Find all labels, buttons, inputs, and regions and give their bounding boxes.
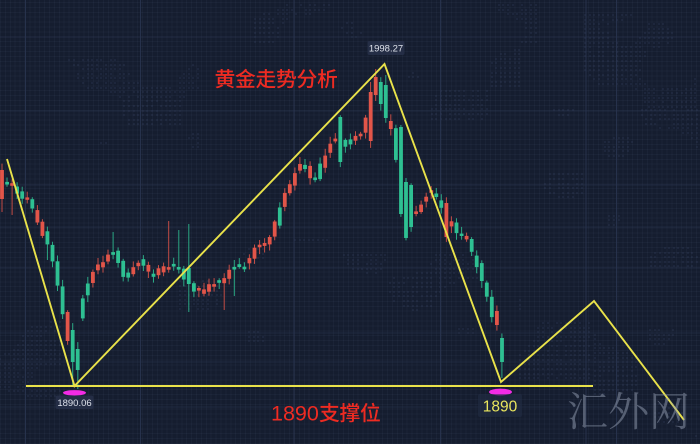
svg-text:1890.06: 1890.06	[57, 398, 91, 409]
svg-text:1890: 1890	[483, 399, 518, 416]
svg-text:1998.27: 1998.27	[369, 44, 403, 55]
svg-text:1890: 1890	[271, 402, 319, 426]
